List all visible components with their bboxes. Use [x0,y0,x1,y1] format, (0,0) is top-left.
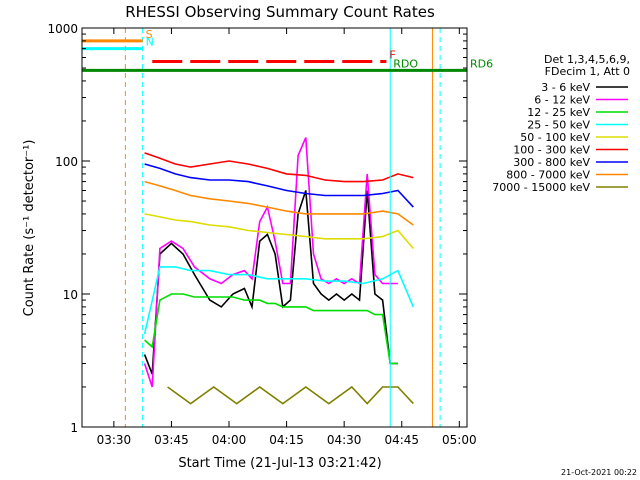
y-axis: 1 10 100 1000 [47,22,467,435]
x-tick-label-4: 04:15 [269,433,304,447]
legend-label-7: 300 - 800 keV [513,156,590,169]
series-layer [143,137,415,405]
legend-label-1: 3 - 6 keV [541,81,590,94]
y-tick-label-1: 1 [70,421,78,435]
y-axis-label: Count Rate (s⁻¹ detector⁻¹) [22,140,37,317]
legend: Det 1,3,4,5,6,9,FDecim 1, Att 0 3 - 6 keV… [492,53,630,194]
series-line-4 [143,266,415,335]
plot-frame [81,27,468,428]
annotation-layer: SN F RD6 RDO [82,28,493,427]
timestamp: 21-Oct-2021 00:22 [561,468,637,477]
legend-header-1: Det 1,3,4,5,6,9, [544,53,630,66]
state-bar-label-1: S [146,28,153,41]
x-tick-label-3: 04:00 [212,433,247,447]
legend-label-4: 25 - 50 keV [527,119,590,132]
series-line-3 [144,293,398,365]
state-bar-label-2: N [146,36,154,49]
series-line-5 [144,213,414,250]
legend-header-2: FDecim 1, Att 0 [545,65,630,78]
x-tick-label-1: 03:30 [97,433,132,447]
x-axis-label: Start Time (21-Jul-13 03:21:42) [178,456,381,471]
state-bar-label-5: RDO [393,57,418,70]
x-axis: 03:30 03:45 04:00 04:15 04:30 04:45 05:00 [97,28,477,447]
x-tick-label-7: 05:00 [442,433,477,447]
legend-label-9: 7000 - 15000 keV [492,181,590,194]
y-tick-label-3: 100 [55,155,78,169]
x-tick-label-6: 04:45 [384,433,419,447]
x-tick-label-2: 03:45 [154,433,189,447]
y-tick-label-2: 10 [63,288,78,302]
state-bar-label-4: RD6 [470,57,493,70]
series-line-8 [144,180,414,226]
series-line-9 [167,385,414,405]
series-line-6 [144,152,414,183]
legend-label-6: 100 - 300 keV [513,144,590,157]
legend-label-2: 6 - 12 keV [534,94,590,107]
series-line-2 [143,137,398,388]
state-bar-label-3: F [389,48,395,61]
legend-label-3: 12 - 25 keV [527,106,590,119]
series-line-7 [144,163,414,208]
chart-title: RHESSI Observing Summary Count Rates [125,3,435,21]
legend-label-5: 50 - 100 keV [520,131,590,144]
y-tick-label-4: 1000 [47,22,78,36]
x-tick-label-5: 04:30 [327,433,362,447]
legend-label-8: 800 - 7000 keV [506,169,590,182]
